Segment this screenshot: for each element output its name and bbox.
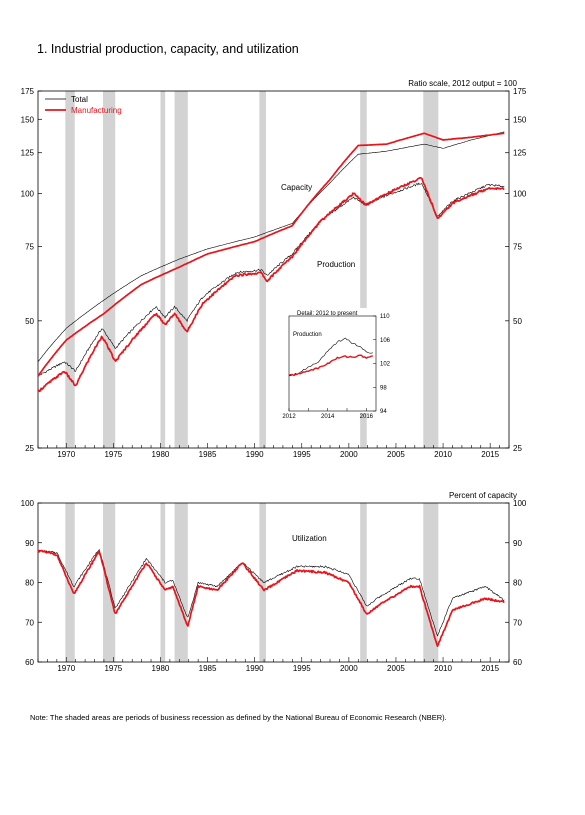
y-tick-label-left-1-1: 70 [25,618,34,627]
y-tick-label-right-1-4: 100 [513,499,527,508]
y-tick-label-left-1-3: 90 [25,539,34,548]
y-tick-label-left-1-4: 100 [21,499,35,508]
inset-x-tick-label-1: 2014 [321,414,335,420]
inset-y-tick-label-4: 110 [380,314,390,320]
x-tick-label-0-8: 2010 [434,450,452,459]
y-tick-label-left-0-1: 50 [25,317,34,326]
inset-x-tick-label-2: 2016 [360,414,374,420]
y-tick-label-left-0-5: 150 [21,115,35,124]
annotation-utilization: Utilization [292,534,327,543]
x-tick-label-0-6: 2000 [340,450,358,459]
footnote: Note: The shaded areas are periods of bu… [30,713,447,722]
recession-bar-0-6 [423,91,439,448]
y-tick-label-left-1-0: 60 [25,658,34,667]
y-tick-label-left-0-6: 175 [21,87,35,96]
series-line-0-production-total [37,182,505,377]
y-tick-label-right-0-1: 50 [513,317,522,326]
series-line-0-capacity-total [37,131,505,363]
x-tick-label-1-5: 1995 [293,664,311,673]
x-tick-label-1-7: 2005 [387,664,405,673]
recession-bar-1-4 [259,503,266,662]
x-tick-label-0-1: 1975 [104,450,122,459]
y-tick-label-right-0-4: 125 [513,149,527,158]
x-tick-label-1-1: 1975 [104,664,122,673]
y-tick-label-right-0-3: 100 [513,190,527,199]
x-tick-label-0-9: 2015 [481,450,499,459]
recession-bar-1-5 [360,503,367,662]
recession-bar-0-4 [259,91,266,448]
panel1-subtitle: Ratio scale, 2012 output = 100 [408,79,517,88]
x-tick-label-0-2: 1980 [152,450,170,459]
series-line-1-util-manufacturing [37,549,505,648]
recession-bar-0-0 [65,91,75,448]
x-tick-label-1-6: 2000 [340,664,358,673]
series-line-0-capacity-manufacturing [37,132,505,377]
legend-label-total: Total [71,95,88,104]
y-tick-label-right-0-5: 150 [513,115,527,124]
y-tick-label-left-0-4: 125 [21,149,35,158]
inset-y-tick-label-3: 106 [380,338,391,344]
inset-label: Production [293,332,322,338]
x-tick-label-0-0: 1970 [57,450,75,459]
y-tick-label-right-0-6: 175 [513,87,527,96]
x-tick-label-1-9: 2015 [481,664,499,673]
annotation-capacity: Capacity [281,183,312,192]
recession-bar-1-0 [65,503,75,662]
inset-x-tick-label-0: 2012 [282,414,296,420]
x-tick-label-1-8: 2010 [434,664,452,673]
inset-y-tick-label-0: 94 [380,409,387,415]
recession-bar-1-2 [160,503,166,662]
recession-bar-0-1 [102,91,116,448]
legend-label-manufacturing: Manufacturing [71,106,122,115]
y-tick-label-left-0-2: 75 [25,242,34,251]
y-tick-label-left-0-3: 100 [21,190,35,199]
inset-series-line-manufacturing [288,354,373,377]
series-line-1-util-total [37,549,505,637]
y-tick-label-right-1-0: 60 [513,658,522,667]
panel2-subtitle: Percent of capacity [449,491,517,500]
page-title: 1. Industrial production, capacity, and … [37,42,299,56]
x-tick-label-1-4: 1990 [246,664,264,673]
recession-bar-1-1 [102,503,116,662]
annotation-production: Production [317,260,355,269]
x-tick-label-1-0: 1970 [57,664,75,673]
recession-bar-0-3 [174,91,188,448]
recession-bar-1-6 [423,503,439,662]
x-tick-label-0-5: 1995 [293,450,311,459]
x-tick-label-0-4: 1990 [246,450,264,459]
y-tick-label-right-1-1: 70 [513,618,522,627]
x-tick-label-1-3: 1985 [199,664,217,673]
recession-bar-0-2 [160,91,166,448]
inset-title: Detail: 2012 to present [297,311,358,317]
y-tick-label-left-1-2: 80 [25,579,34,588]
inset-series-line-total [288,337,373,377]
recession-bar-0-5 [360,91,367,448]
y-tick-label-right-1-2: 80 [513,579,522,588]
inset-y-tick-label-1: 98 [380,385,387,391]
x-tick-label-0-7: 2005 [387,450,405,459]
y-tick-label-left-0-0: 25 [25,444,34,453]
series-line-0-production-manufacturing [37,176,505,393]
y-tick-label-right-0-2: 75 [513,242,522,251]
y-tick-label-right-1-3: 90 [513,539,522,548]
inset-y-tick-label-2: 102 [380,362,391,368]
recession-bar-1-3 [174,503,188,662]
x-tick-label-0-3: 1985 [199,450,217,459]
y-tick-label-right-0-0: 25 [513,444,522,453]
x-tick-label-1-2: 1980 [152,664,170,673]
